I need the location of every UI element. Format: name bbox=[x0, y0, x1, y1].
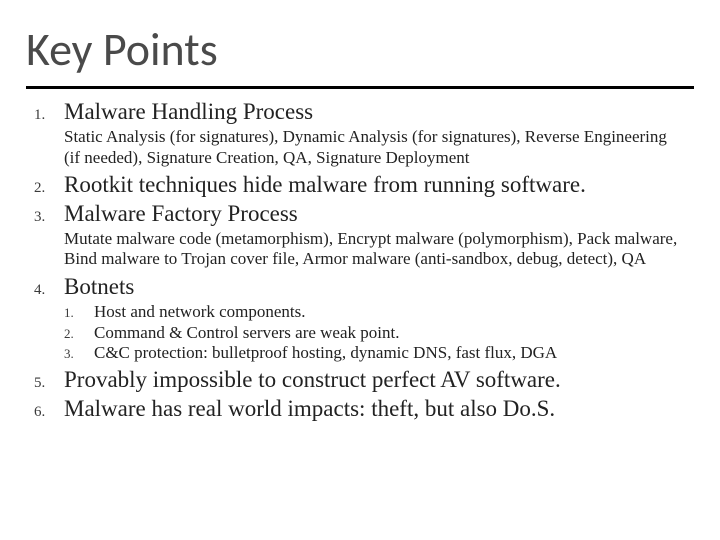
item-description: Static Analysis (for signatures), Dynami… bbox=[64, 127, 686, 168]
list-item: 5. Provably impossible to construct perf… bbox=[34, 367, 686, 393]
item-number: 5. bbox=[34, 375, 64, 392]
title-underline bbox=[26, 86, 694, 89]
sub-item-number: 3. bbox=[64, 346, 94, 362]
sub-item-number: 2. bbox=[64, 326, 94, 342]
sub-item-text: Host and network components. bbox=[94, 302, 306, 322]
list-item: 3. Malware Factory Process bbox=[34, 201, 686, 227]
list-item: 4. Botnets bbox=[34, 274, 686, 300]
item-number: 6. bbox=[34, 404, 64, 421]
main-list: 1. Malware Handling Process Static Analy… bbox=[34, 99, 686, 422]
sub-list: 1. Host and network components. 2. Comma… bbox=[64, 302, 686, 363]
sub-item-number: 1. bbox=[64, 305, 94, 321]
slide-title: Key Points bbox=[0, 0, 720, 86]
item-number: 4. bbox=[34, 282, 64, 299]
item-text: Rootkit techniques hide malware from run… bbox=[64, 172, 586, 198]
item-text: Malware Handling Process bbox=[64, 99, 313, 125]
item-text: Malware Factory Process bbox=[64, 201, 298, 227]
list-item: 6. Malware has real world impacts: theft… bbox=[34, 396, 686, 422]
item-number: 1. bbox=[34, 107, 64, 124]
item-number: 2. bbox=[34, 180, 64, 197]
sub-list-item: 1. Host and network components. bbox=[64, 302, 686, 322]
sub-item-text: C&C protection: bulletproof hosting, dyn… bbox=[94, 343, 557, 363]
item-text: Provably impossible to construct perfect… bbox=[64, 367, 561, 393]
sub-list-item: 3. C&C protection: bulletproof hosting, … bbox=[64, 343, 686, 363]
content-area: 1. Malware Handling Process Static Analy… bbox=[0, 99, 720, 422]
sub-list-item: 2. Command & Control servers are weak po… bbox=[64, 323, 686, 343]
list-item: 1. Malware Handling Process bbox=[34, 99, 686, 125]
list-item: 2. Rootkit techniques hide malware from … bbox=[34, 172, 686, 198]
item-description: Mutate malware code (metamorphism), Encr… bbox=[64, 229, 686, 270]
item-text: Malware has real world impacts: theft, b… bbox=[64, 396, 555, 422]
sub-item-text: Command & Control servers are weak point… bbox=[94, 323, 399, 343]
item-text: Botnets bbox=[64, 274, 134, 300]
item-number: 3. bbox=[34, 209, 64, 226]
